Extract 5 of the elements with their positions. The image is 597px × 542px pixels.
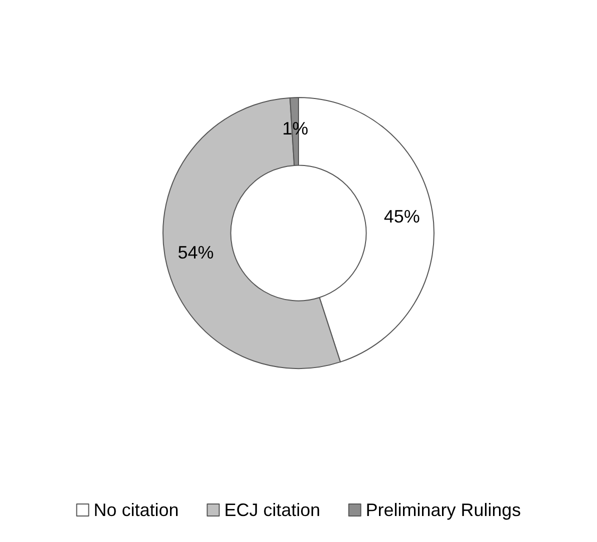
legend-label: No citation	[94, 500, 179, 520]
legend-label: ECJ citation	[224, 500, 320, 520]
legend-label: Preliminary Rulings	[366, 500, 521, 520]
data-label: 54%	[178, 242, 214, 263]
data-label: 45%	[384, 206, 420, 227]
